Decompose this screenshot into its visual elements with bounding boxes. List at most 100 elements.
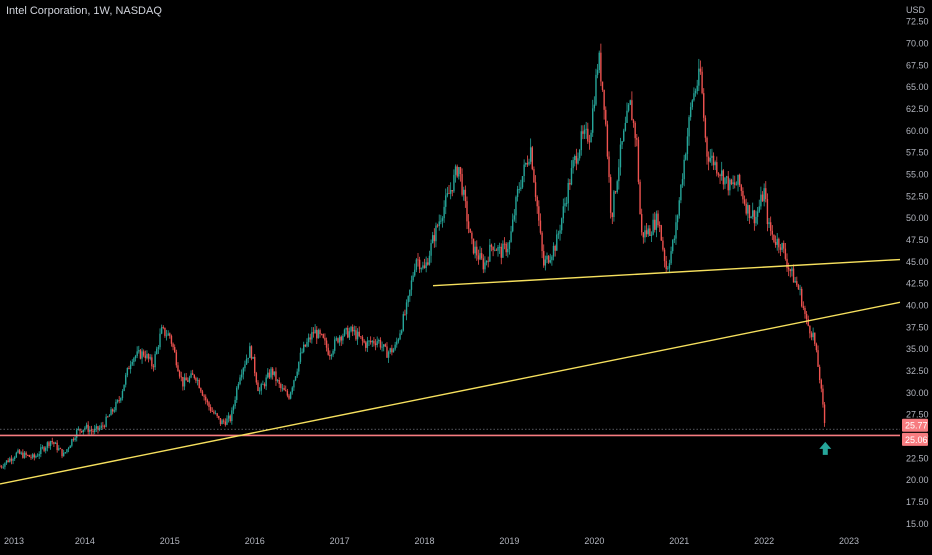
- candle-body: [45, 447, 47, 451]
- candle-body: [738, 174, 741, 186]
- candle-body: [94, 428, 96, 433]
- candle-body: [46, 442, 49, 448]
- candle-body: [476, 246, 478, 256]
- candle-body: [90, 429, 93, 431]
- candle-body: [133, 358, 135, 363]
- candle-body: [391, 348, 393, 353]
- candle-body: [601, 81, 604, 90]
- candle-body: [412, 275, 414, 281]
- candle-body: [85, 424, 88, 428]
- candle-body: [445, 195, 447, 207]
- candle-body: [556, 234, 558, 251]
- candle-body: [477, 255, 480, 260]
- candle-body: [316, 329, 318, 339]
- candle-body: [409, 289, 411, 297]
- candle-body: [698, 68, 700, 86]
- candle-body: [707, 156, 710, 162]
- candle-body: [348, 331, 351, 338]
- candle-body: [320, 334, 323, 335]
- candle-body: [113, 410, 115, 412]
- candle-body: [146, 353, 148, 359]
- candle-body: [794, 281, 796, 283]
- candle-body: [658, 225, 661, 227]
- candle-body: [312, 332, 315, 334]
- candle-body: [513, 215, 516, 220]
- candle-body: [560, 218, 563, 231]
- candle-body: [605, 109, 607, 125]
- candle-body: [720, 170, 723, 177]
- candle-body: [714, 162, 716, 166]
- candle-body: [626, 110, 628, 123]
- candle-body: [755, 216, 757, 224]
- candle-body: [732, 182, 734, 185]
- candle-body: [164, 327, 166, 336]
- candle-body: [56, 442, 58, 451]
- candle-body: [410, 280, 413, 290]
- candle-body: [165, 335, 168, 337]
- candle-body: [742, 190, 744, 200]
- candle-body: [456, 166, 458, 177]
- candle-body: [539, 220, 542, 233]
- candle-body: [245, 358, 248, 365]
- candle-body: [366, 341, 369, 348]
- candle-body: [58, 448, 60, 451]
- candle-body: [482, 258, 485, 270]
- candle-body: [108, 415, 111, 417]
- candle-body: [763, 188, 765, 202]
- candle-body: [572, 160, 574, 169]
- candle-body: [627, 104, 630, 111]
- candle-body: [575, 155, 578, 164]
- axis-layer: 15.0017.5020.0022.5025.0027.5030.0032.50…: [4, 17, 929, 546]
- candle-body: [810, 333, 813, 338]
- candle-body: [92, 430, 94, 433]
- candle-body: [35, 456, 37, 458]
- candle-body: [507, 248, 509, 253]
- candle-body: [471, 232, 473, 239]
- candle-body: [541, 232, 543, 252]
- y-tick-label: 30.00: [906, 388, 929, 398]
- candle-body: [613, 191, 615, 218]
- candle-body: [394, 344, 396, 350]
- candle-body: [319, 330, 321, 335]
- candle-body: [815, 343, 818, 351]
- candle-body: [801, 288, 803, 307]
- candle-body: [528, 161, 530, 165]
- candle-body: [673, 238, 676, 241]
- candle-body: [244, 364, 246, 369]
- candle-body: [67, 448, 70, 450]
- candle-body: [369, 340, 372, 343]
- candle-body: [704, 117, 707, 138]
- candle-body: [596, 70, 599, 75]
- candle-body: [105, 416, 107, 427]
- candle-body: [694, 91, 697, 94]
- candle-body: [200, 388, 202, 392]
- candle-body: [271, 368, 274, 375]
- candle-body: [252, 356, 254, 359]
- candle-body: [177, 365, 179, 372]
- candle-body: [254, 356, 256, 374]
- candle-body: [773, 234, 775, 242]
- x-tick-label: 2017: [330, 536, 350, 546]
- candle-body: [802, 306, 805, 308]
- candle-body: [402, 314, 405, 331]
- candles-layer: [0, 43, 826, 470]
- candle-body: [665, 261, 667, 270]
- candle-body: [699, 68, 702, 72]
- candle-body: [562, 206, 565, 219]
- candle-body: [436, 225, 439, 227]
- candle-body: [227, 415, 230, 419]
- candle-body: [433, 235, 436, 242]
- candle-body: [294, 376, 297, 381]
- candle-body: [467, 221, 470, 229]
- candle-body: [131, 362, 133, 365]
- candle-body: [222, 420, 225, 422]
- candle-body: [792, 268, 795, 283]
- candle-body: [115, 401, 117, 411]
- candle-body: [587, 128, 589, 142]
- candle-body: [820, 379, 822, 389]
- candle-body: [384, 344, 387, 347]
- candle-body: [214, 413, 217, 415]
- candle-body: [22, 452, 24, 458]
